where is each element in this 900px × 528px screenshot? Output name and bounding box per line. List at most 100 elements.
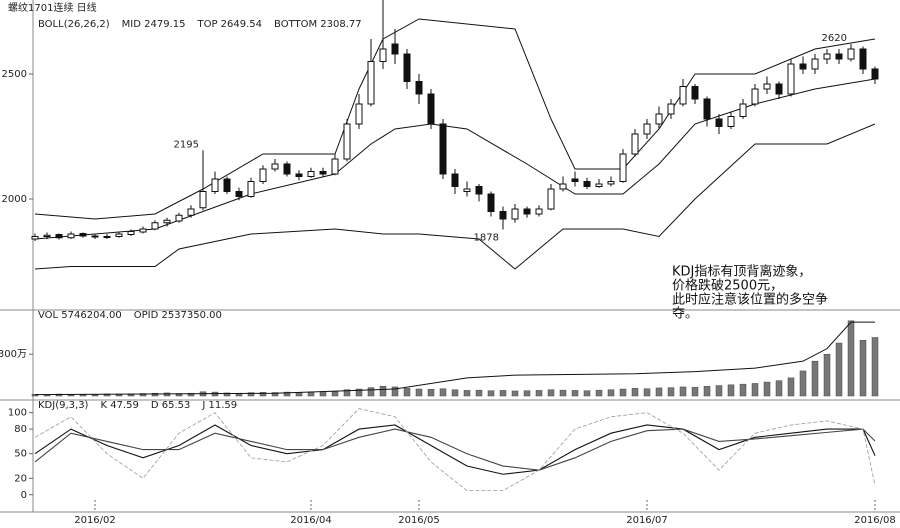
candle-body [595, 183, 603, 187]
y-tick-label: 50 [14, 449, 27, 460]
candle-body [271, 163, 279, 170]
volume-bar [739, 383, 747, 397]
kdj-line [34, 424, 876, 475]
volume-bar [727, 384, 735, 397]
x-tick-label: 2016/08 [854, 515, 896, 526]
candle-body [319, 171, 327, 175]
volume-bar [511, 390, 519, 397]
annotation-note: 价格跌破2500元， [672, 278, 783, 294]
candle-body [751, 88, 759, 105]
y-tick-label: 300万 [0, 349, 27, 360]
volume-bar [247, 392, 255, 397]
y-tick-label: 2000 [2, 194, 27, 205]
candle-body [871, 68, 879, 80]
candle-body [715, 118, 723, 127]
candle-body [631, 133, 639, 155]
x-tick-label: 2016/07 [626, 515, 668, 526]
candle-body [127, 231, 135, 235]
candle-body [67, 233, 75, 239]
volume-bar [271, 392, 279, 397]
x-tick-label: 2016/05 [398, 515, 440, 526]
candle-body [535, 208, 543, 215]
volume-bar [379, 386, 387, 397]
candle-body [787, 63, 795, 95]
candle-body [379, 48, 387, 62]
candle-body [79, 233, 87, 237]
volume-bar [319, 391, 327, 397]
volume-bar [751, 383, 759, 397]
volume-bar [787, 377, 795, 397]
volume-bar [823, 353, 831, 397]
volume-bar [223, 392, 231, 397]
volume-bar [667, 387, 675, 397]
indicator-header: OPID 2537350.00 [134, 310, 222, 321]
candle-body [835, 53, 843, 60]
volume-bar [871, 337, 879, 397]
volume-bar [847, 320, 855, 397]
candle-body [91, 235, 99, 238]
volume-bar [535, 390, 543, 397]
volume-bar [451, 389, 459, 397]
candle-body [235, 191, 243, 197]
indicator-header: J 11.59 [201, 400, 237, 411]
candle-body [283, 163, 291, 175]
indicator-header: D 65.53 [151, 400, 191, 411]
annotation-note: KDJ指标有顶背离迹象， [672, 264, 811, 280]
candle-body [523, 208, 531, 215]
open-interest-line [34, 321, 875, 396]
candle-body [31, 236, 39, 240]
price-annotation: 2195 [174, 139, 199, 150]
candle-body [583, 181, 591, 187]
candle-body [775, 83, 783, 95]
candle-body [691, 86, 699, 100]
candle-body [679, 86, 687, 105]
volume-bar [571, 390, 579, 397]
x-tick-label: 2016/04 [290, 515, 332, 526]
candle-body [151, 222, 159, 230]
candle-body [511, 208, 519, 220]
indicator-header: BOLL(26,26,2) [38, 19, 110, 30]
volume-bar [595, 389, 603, 397]
candle-body [727, 116, 735, 127]
volume-bar [835, 342, 843, 397]
volume-bar [811, 360, 819, 397]
volume-bar [163, 392, 171, 397]
candle-body [115, 233, 123, 237]
candle-body [859, 48, 867, 70]
volume-bar [643, 388, 651, 397]
volume-bar [499, 390, 507, 397]
chart-title: 螺纹1701连续 日线 [8, 1, 97, 14]
candle-body [307, 171, 315, 177]
candle-body [811, 58, 819, 70]
candle-body [403, 53, 411, 82]
candle-body [823, 53, 831, 60]
volume-bar [799, 370, 807, 397]
candle-body [103, 236, 111, 238]
bollinger-band [34, 18, 876, 220]
candle-body [739, 103, 747, 117]
candle-body [451, 173, 459, 187]
candle-body [487, 193, 495, 212]
indicator-header: VOL 5746204.00 [38, 310, 122, 321]
candle-body [475, 186, 483, 195]
volume-bar [331, 390, 339, 397]
volume-bar [559, 389, 567, 397]
price-annotation: 2620 [822, 33, 847, 44]
candle-body [391, 43, 399, 55]
candle-body [607, 181, 615, 185]
candle-body [139, 228, 147, 233]
volume-bar [259, 392, 267, 397]
candle-body [703, 98, 711, 120]
volume-bar [607, 389, 615, 397]
annotation-note: 此时应注意该位置的多空争 [672, 292, 828, 308]
candle-body [223, 178, 231, 192]
indicator-header: KDJ(9,3,3) [38, 400, 89, 411]
candle-body [175, 214, 183, 222]
candle-body [427, 93, 435, 125]
indicator-header: K 47.59 [100, 400, 138, 411]
volume-bar [343, 389, 351, 397]
candle-body [643, 123, 651, 135]
bollinger-band [34, 123, 876, 270]
candle-body [355, 103, 363, 125]
